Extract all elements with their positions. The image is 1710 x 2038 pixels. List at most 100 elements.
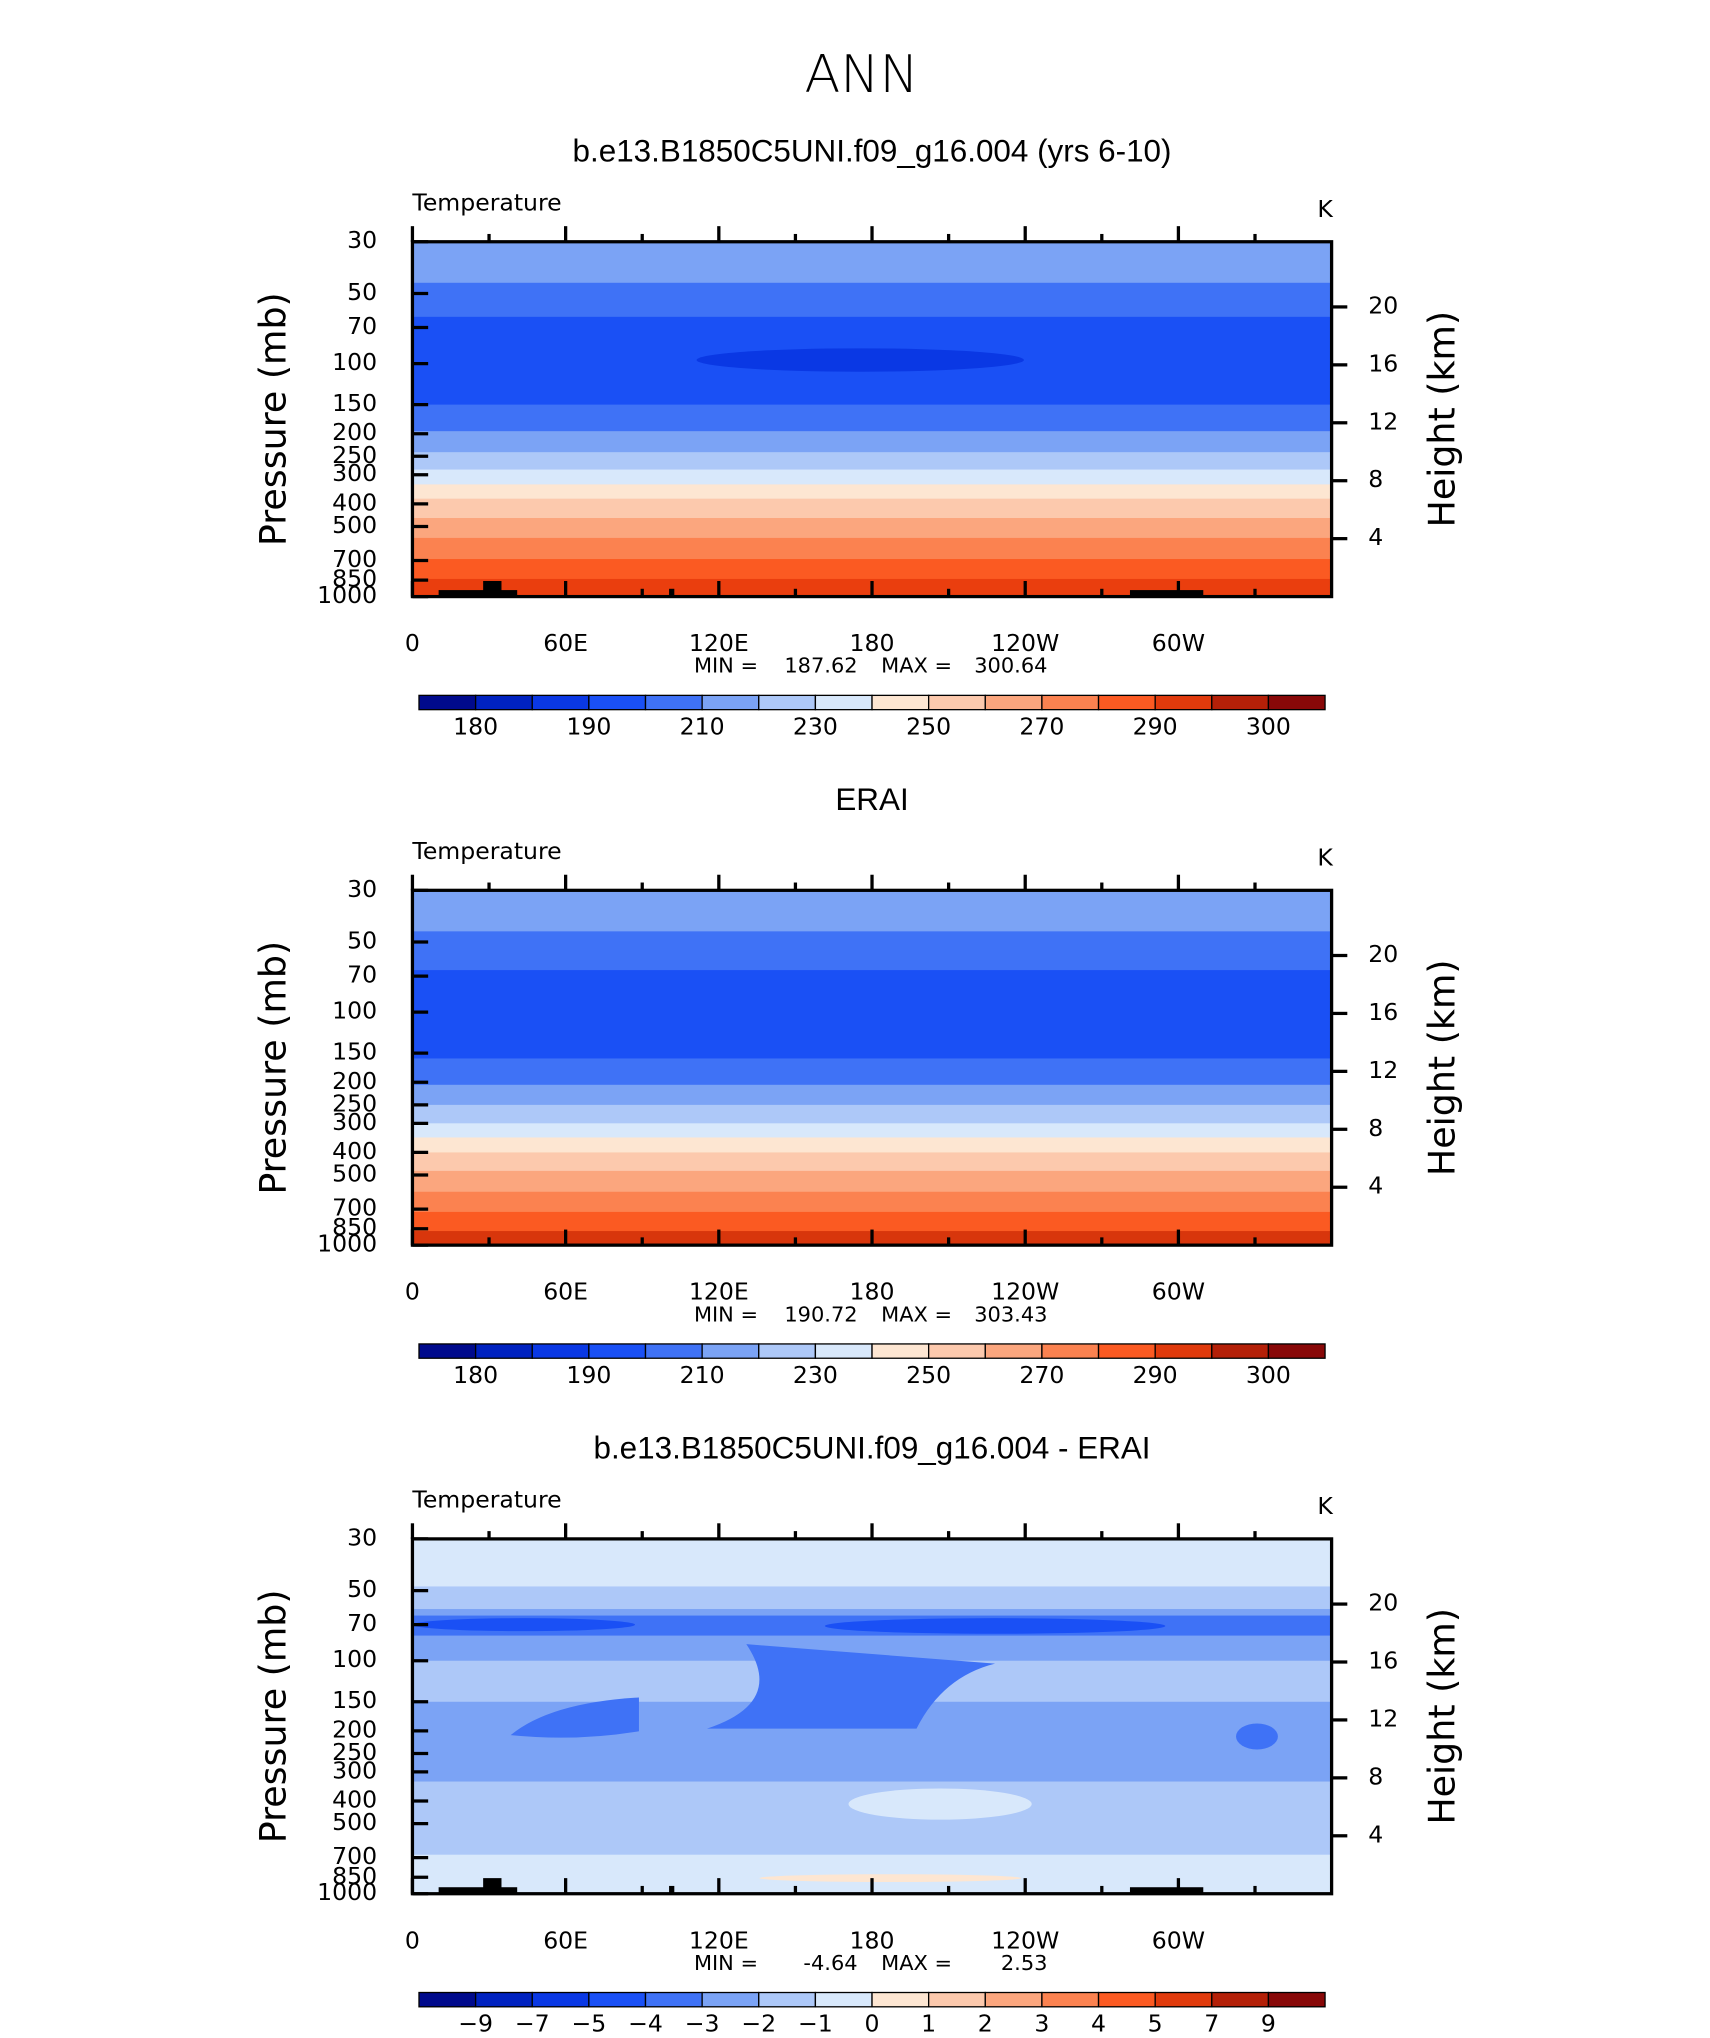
contour-band [412, 1170, 1332, 1193]
units-label: K [1317, 1492, 1333, 1520]
contour-band [412, 559, 1332, 580]
y2-tick-label: 16 [1368, 998, 1398, 1026]
contour-band [412, 241, 1332, 284]
colorbar-box [984, 1343, 1043, 1359]
colorbar-label: 5 [1148, 2010, 1163, 2038]
y-tick-label: 70 [347, 961, 377, 989]
y2-tick-label: 8 [1368, 465, 1383, 493]
units-label: K [1317, 844, 1333, 872]
contour-band [412, 1084, 1332, 1106]
colorbar-label: 270 [1019, 1361, 1064, 1389]
y-tick-label: 150 [332, 1686, 377, 1714]
contour-band [412, 931, 1332, 971]
contour-feature [824, 1618, 1166, 1634]
topography [669, 1885, 675, 1894]
topography [669, 588, 675, 597]
y-axis-label: Pressure (mb) [251, 1589, 294, 1843]
colorbar-box [1097, 694, 1156, 711]
y-tick-label: 500 [332, 1808, 377, 1836]
colorbar-box [1097, 1991, 1156, 2008]
y-tick-label: 850 [332, 565, 377, 593]
colorbar-label: 300 [1246, 1361, 1291, 1389]
max-label: MAX = [881, 1302, 952, 1326]
colorbar-label: 2 [978, 2010, 993, 2038]
contour-feature [759, 1874, 1022, 1883]
y-tick-label: 200 [332, 1067, 377, 1095]
x-tick-label: 60E [543, 1926, 588, 1954]
min-value: -4.64 [803, 1951, 857, 1975]
colorbar-box [871, 1991, 930, 2008]
colorbar-label: −5 [572, 2010, 607, 2038]
colorbar-box [531, 694, 590, 711]
y-tick-label: 30 [347, 875, 377, 903]
y2-tick-label: 16 [1368, 349, 1398, 377]
colorbar-box [758, 694, 817, 711]
contour-band [412, 484, 1332, 500]
colorbar-label: 270 [1019, 712, 1064, 740]
colorbar-label: −1 [798, 2010, 833, 2038]
colorbar-box [418, 694, 477, 711]
panel-title: b.e13.B1850C5UNI.f09_g16.004 - ERAI [593, 1431, 1150, 1466]
colorbar-box [1211, 1343, 1270, 1359]
y-tick-label: 50 [347, 927, 377, 955]
x-tick-label: 60W [1152, 1926, 1205, 1954]
x-tick-label: 120W [991, 1278, 1059, 1306]
y-tick-label: 50 [347, 1575, 377, 1603]
colorbar-label: 290 [1133, 712, 1178, 740]
y2-tick-label: 12 [1368, 407, 1398, 435]
y-axis-label: Pressure (mb) [251, 292, 294, 546]
colorbar-box [1097, 1343, 1156, 1359]
colorbar-box [588, 1343, 647, 1359]
y2-tick-label: 4 [1368, 523, 1383, 551]
max-value: 303.43 [974, 1302, 1047, 1326]
contour-feature [707, 1644, 996, 1729]
y2-tick-label: 4 [1368, 1820, 1383, 1848]
colorbar-box [474, 1343, 533, 1359]
topography [483, 1878, 502, 1894]
y-tick-label: 70 [347, 1609, 377, 1637]
colorbar-box [927, 1343, 986, 1359]
contour-band [412, 1191, 1332, 1213]
colorbar-box [1267, 1991, 1326, 2008]
colorbar-label: 4 [1091, 2010, 1106, 2038]
x-tick-label: 120E [689, 1278, 749, 1306]
colorbar-label: 290 [1133, 1361, 1178, 1389]
contour-band [412, 1137, 1332, 1154]
panel-title: ERAI [835, 782, 908, 817]
y-axis-label: Pressure (mb) [251, 941, 294, 1195]
y-tick-label: 700 [332, 545, 377, 573]
x-tick-label: 120E [689, 1926, 749, 1954]
contour-band [412, 1211, 1332, 1232]
contour-band [412, 498, 1332, 519]
contour-band [412, 282, 1332, 318]
colorbar-box [701, 1991, 760, 2008]
colorbar-box [871, 694, 930, 711]
y-tick-label: 300 [332, 1756, 377, 1784]
colorbar-label: −3 [685, 2010, 720, 2038]
y-tick-label: 850 [332, 1862, 377, 1890]
colorbar-box [814, 1991, 873, 2008]
colorbar-box [644, 1343, 703, 1359]
colorbar-box [1041, 694, 1100, 711]
contour-band [412, 452, 1332, 471]
colorbar-box [1211, 694, 1270, 711]
contour-band [412, 1609, 1332, 1617]
x-tick-label: 60W [1152, 629, 1205, 657]
x-tick-label: 0 [405, 1926, 420, 1954]
colorbar-box [1041, 1343, 1100, 1359]
y2-tick-label: 20 [1368, 291, 1398, 319]
x-tick-label: 0 [405, 1278, 420, 1306]
y2-tick-label: 8 [1368, 1114, 1383, 1142]
contour-band [412, 1058, 1332, 1086]
variable-label: Temperature [411, 1486, 561, 1514]
colorbar-box [1211, 1991, 1270, 2008]
colorbar-box [588, 1991, 647, 2008]
y-tick-label: 70 [347, 312, 377, 340]
colorbar-label: 230 [793, 1361, 838, 1389]
contour-band [412, 1781, 1332, 1856]
colorbar-label: 7 [1204, 2010, 1219, 2038]
colorbar-box [1154, 1991, 1213, 2008]
colorbar-box [927, 694, 986, 711]
y-tick-label: 100 [332, 348, 377, 376]
y-tick-label: 250 [332, 1089, 377, 1117]
